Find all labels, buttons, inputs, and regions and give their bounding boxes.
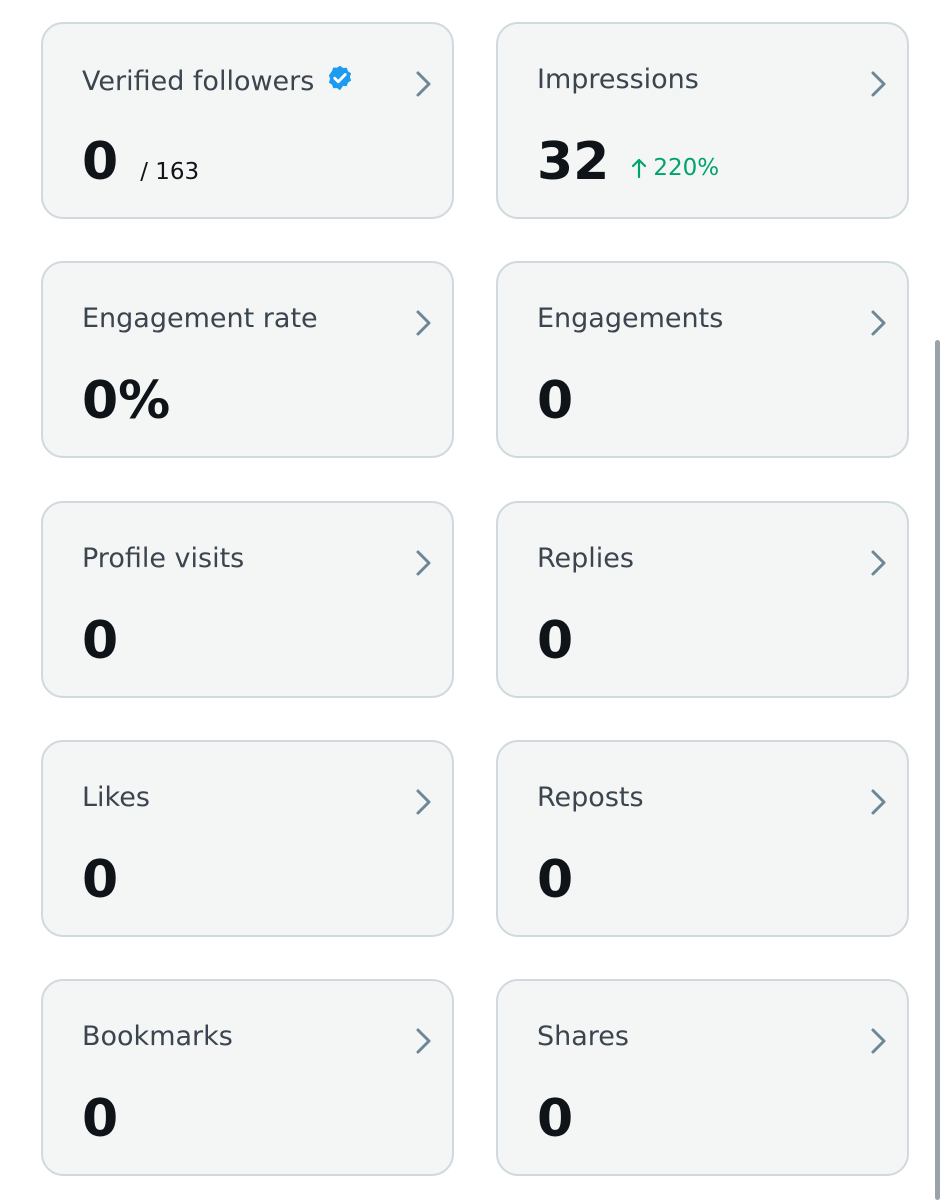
value-row: 0 [537,611,573,671]
chevron[interactable] [869,70,889,102]
chevron-icon [416,550,431,576]
card-title: Likes [82,782,150,813]
card-title-text: Bookmarks [82,1021,233,1053]
metric-change-text: 220% [653,155,720,181]
chevron-icon [416,310,431,336]
metric-card[interactable]: Likes 0 [41,739,454,937]
scrollbar[interactable] [935,340,940,1200]
card-title-text: Reposts [537,781,644,813]
metric-card[interactable]: Profile visits 0 [41,500,454,698]
value-row: 32 220% [537,132,719,192]
card-title-text: Engagements [537,303,724,335]
metric-value: 0 [537,371,574,432]
metric-card[interactable]: Shares 0 [496,979,909,1177]
card-title: Engagements [537,303,723,334]
value-row: 0 [82,611,118,671]
card-title-text: Verified followers [82,66,315,97]
metric-value: 0 [537,1089,574,1150]
value-row: 0 [537,850,573,910]
metric-total: / 163 [140,159,200,185]
metric-card[interactable]: Engagement rate 0% [41,261,454,459]
card-title-text: Engagement rate [82,303,318,335]
chevron-icon [416,789,431,815]
chevron-icon [871,550,886,576]
chevron[interactable] [414,70,434,102]
value-row: 0 [82,1089,118,1149]
metric-card[interactable]: Reposts 0 [496,739,909,937]
metric-card[interactable]: Verified followers 0 / 163 [41,22,454,219]
metric-card[interactable]: Impressions 32 220% [496,22,909,219]
metric-value: 0 [82,132,119,192]
metric-value: 0 [537,610,574,671]
chevron-icon [871,789,886,815]
card-title-text: Profile visits [82,542,245,574]
metric-value: 0 [82,849,119,910]
metric-value: 32 [537,132,610,192]
card-title-text: Replies [537,542,634,574]
chevron[interactable] [414,309,434,341]
verified-badge [329,65,352,91]
chevron-icon [416,71,431,97]
value-row: 0 [82,850,118,910]
card-title: Reposts [537,782,644,813]
metric-change: 220% [631,155,719,181]
metric-value: 0 [82,610,119,671]
badge [326,64,354,99]
metric-card[interactable]: Engagements 0 [496,261,909,459]
card-title-text: Impressions [537,64,699,95]
value-row: 0 [537,1089,573,1149]
card-title: Impressions [537,64,699,95]
metric-card[interactable]: Bookmarks 0 [41,979,454,1177]
chevron-icon [871,71,886,97]
metric-value: 0 [537,849,574,910]
value-row: 0 [537,371,573,431]
chevron[interactable] [414,549,434,581]
value-row: 0 / 163 [82,132,199,192]
card-title: Bookmarks [82,1021,233,1052]
value-row: 0% [82,371,170,431]
chevron[interactable] [869,549,889,581]
card-title: Engagement rate [82,303,318,334]
card-title-text: Likes [82,781,150,813]
chevron[interactable] [869,1027,889,1059]
chevron[interactable] [414,1027,434,1059]
card-title: Profile visits [82,543,244,574]
chevron-icon [871,1028,886,1054]
card-title: Shares [537,1021,629,1052]
chevron[interactable] [414,788,434,820]
card-title: Replies [537,543,634,574]
chevron-icon [416,1028,431,1054]
chevron[interactable] [869,309,889,341]
up-arrow [632,158,647,179]
metric-value: 0% [82,371,171,432]
card-title: Verified followers [82,64,354,99]
chevron[interactable] [869,788,889,820]
card-title-text: Shares [537,1021,629,1053]
chevron-icon [871,310,886,336]
metric-value: 0 [82,1089,119,1150]
metric-card[interactable]: Replies 0 [496,500,909,698]
